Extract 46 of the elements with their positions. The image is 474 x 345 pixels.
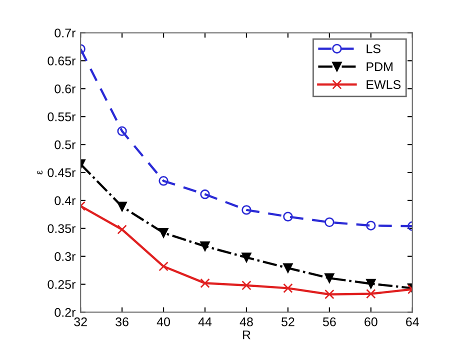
legend-label: LS xyxy=(366,44,380,54)
point xyxy=(200,278,210,288)
point xyxy=(158,262,168,272)
legend-label: PDM xyxy=(366,62,392,71)
point xyxy=(283,283,293,294)
y-tick-label: 0.2r xyxy=(54,308,76,317)
point xyxy=(242,205,252,215)
point xyxy=(242,280,252,290)
point xyxy=(158,176,168,186)
point xyxy=(158,228,168,238)
x-tick-label: 44 xyxy=(198,318,212,326)
point xyxy=(366,220,376,230)
y-tick-label: 0.55r xyxy=(48,112,76,122)
point xyxy=(366,278,376,289)
point xyxy=(324,289,334,300)
y-tick-label: 0.3r xyxy=(54,252,76,261)
point xyxy=(283,212,293,222)
point xyxy=(242,252,252,262)
y-tick-label: 0.7r xyxy=(54,28,76,38)
legend-label: EWLS xyxy=(366,80,401,90)
x-tick-label: 48 xyxy=(240,317,253,326)
y-tick-label: 0.65r xyxy=(48,56,76,66)
y-tick-label: 0.35r xyxy=(48,224,76,234)
y-tick-label: 0.25r xyxy=(48,280,76,289)
y-tick-label: 0.5r xyxy=(54,140,76,150)
x-tick-label: 60 xyxy=(364,317,378,326)
y-tick-label: 0.45r xyxy=(48,168,76,178)
point xyxy=(283,263,293,273)
x-tick-label: 40 xyxy=(156,317,170,326)
x-tick-label: 32 xyxy=(74,317,87,326)
point xyxy=(200,189,210,200)
point xyxy=(324,217,334,228)
point xyxy=(117,202,127,212)
x-tick-label: 56 xyxy=(322,317,336,326)
point xyxy=(366,288,376,299)
x-tick-label: 52 xyxy=(282,317,294,326)
point xyxy=(200,241,210,252)
x-tick-label: 36 xyxy=(116,317,128,326)
y-axis-title: ε xyxy=(37,170,43,174)
y-tick-label: 0.4r xyxy=(54,196,76,206)
point xyxy=(117,224,127,234)
x-tick-label: 64 xyxy=(406,317,419,326)
x-axis-title: R xyxy=(242,330,250,340)
point xyxy=(324,273,334,283)
point xyxy=(117,126,127,136)
y-tick-label: 0.6r xyxy=(54,84,76,94)
